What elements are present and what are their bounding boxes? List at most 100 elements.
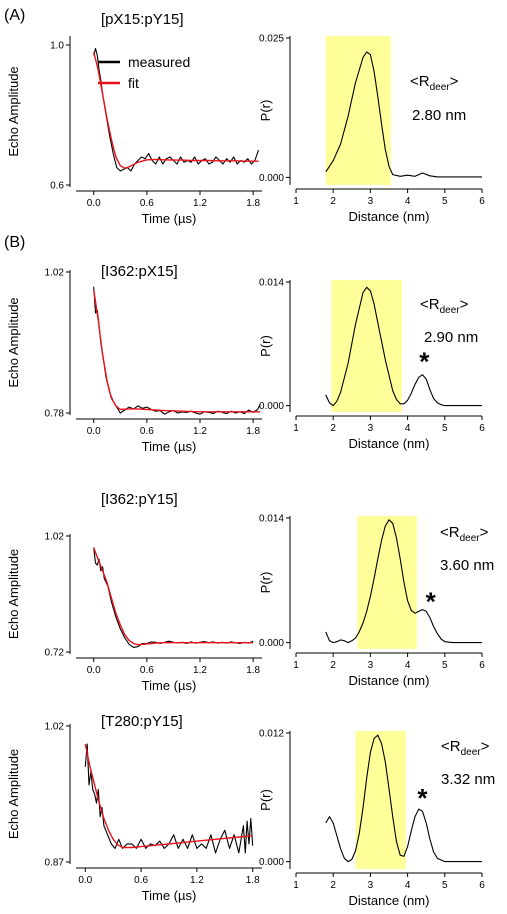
y-axis-title: P(r) — [258, 100, 273, 122]
x-tick-label: 1.8 — [246, 198, 260, 209]
y-axis-title: Echo Amplitude — [6, 66, 21, 156]
x-tick-label: 1.2 — [193, 665, 207, 676]
rdeer-annotation: <Rdeer> — [440, 524, 489, 544]
panel-label-a: (A) — [4, 7, 25, 24]
distance-distribution-line — [325, 519, 482, 644]
x-axis-title: Time (µs) — [142, 678, 197, 693]
x-axis-title: Time (µs) — [142, 888, 197, 903]
y-axis-title: P(r) — [258, 335, 273, 357]
x-tick-label: 0.6 — [140, 198, 154, 209]
y-axis-title: P(r) — [258, 789, 273, 811]
x-tick-label: 4 — [405, 423, 411, 434]
fit-line — [93, 51, 259, 169]
chart-dist-b3: 1 2 3 4 5 6 0.000 0.012 Distance (nm) P(r) <Rdeer>… — [258, 729, 495, 909]
x-tick-label: 4 — [405, 880, 411, 891]
fit-line — [93, 289, 261, 413]
rdeer-annotation: <Rdeer> — [410, 73, 459, 93]
y-tick-label: 1.0 — [50, 41, 64, 52]
fit-line — [93, 547, 254, 646]
y-tick-label: 0.6 — [50, 181, 64, 192]
x-tick-label: 1.8 — [246, 875, 260, 886]
x-axis-title: Distance (nm) — [349, 893, 430, 908]
rdeer-value: 3.32 nm — [441, 771, 495, 788]
chart-dist-b1: 1 2 3 4 5 6 0.000 0.014 Distance (nm) P(r) <Rdeer>… — [258, 278, 485, 452]
y-tick-label: 0.000 — [259, 173, 284, 184]
star-marker: * — [419, 347, 430, 377]
distance-distribution-line — [325, 734, 482, 863]
x-tick-label: 3 — [368, 423, 374, 434]
x-tick-label: 3 — [368, 880, 374, 891]
measured-line — [93, 547, 254, 648]
x-tick-label: 5 — [442, 660, 448, 671]
y-tick-label: 1.02 — [45, 722, 65, 733]
x-tick-label: 0.6 — [140, 665, 154, 676]
x-axis-title: Time (µs) — [142, 211, 197, 226]
y-tick-label: 0.78 — [45, 409, 65, 420]
legend-label-fit: fit — [128, 75, 139, 91]
y-tick-label: 0.025 — [259, 34, 284, 45]
x-axis-title: Distance (nm) — [349, 209, 430, 224]
x-tick-label: 5 — [442, 880, 448, 891]
x-tick-label: 5 — [442, 423, 448, 434]
x-tick-label: 2 — [330, 880, 336, 891]
distance-distribution-line — [325, 286, 482, 407]
chart-dist-b2: 1 2 3 4 5 6 0.000 0.014 Distance (nm) P(r) <Rdeer>… — [258, 514, 494, 689]
x-tick-label: 1.2 — [190, 875, 204, 886]
x-tick-label: 0.0 — [87, 198, 101, 209]
distance-distribution-line — [325, 51, 482, 178]
y-tick-label: 0.72 — [45, 648, 65, 659]
y-axis-title: P(r) — [258, 572, 273, 594]
highlight-range — [325, 36, 391, 185]
x-tick-label: 2 — [330, 423, 336, 434]
x-tick-label: 6 — [479, 660, 485, 671]
plot-title: [T280:pY15] — [101, 713, 183, 730]
x-tick-label: 4 — [405, 660, 411, 671]
x-tick-label: 1.2 — [193, 426, 207, 437]
x-tick-label: 1 — [293, 196, 299, 207]
x-tick-label: 2 — [330, 660, 336, 671]
panel-label-b: (B) — [4, 234, 25, 251]
y-tick-label: 0.000 — [259, 638, 284, 649]
y-axis-title: Echo Amplitude — [6, 297, 21, 387]
x-tick-label: 1.8 — [246, 665, 260, 676]
x-tick-label: 1 — [293, 423, 299, 434]
rdeer-annotation: <Rdeer> — [441, 738, 490, 758]
charts-group: 0.0 0.6 1.2 1.8 0.6 1.0 Time (µs) Echo Amplitud… — [6, 11, 495, 908]
x-axis-title: Distance (nm) — [349, 673, 430, 688]
x-tick-label: 0.0 — [87, 665, 101, 676]
y-tick-label: 1.02 — [45, 268, 65, 279]
y-tick-label: 0.000 — [259, 857, 284, 868]
plot-title: [I362:pX15] — [101, 263, 178, 280]
plot-title: [I362:pY15] — [101, 491, 178, 508]
x-tick-label: 0.0 — [87, 426, 101, 437]
legend-label-measured: measured — [128, 54, 190, 70]
x-tick-label: 5 — [442, 196, 448, 207]
measured-line — [84, 743, 254, 854]
plot-title: [pX15:pY15] — [101, 11, 184, 28]
chart-echo-b2: 0.0 0.6 1.2 1.8 0.72 1.02 Time (µs) Echo Amplit… — [6, 491, 262, 693]
highlight-range — [331, 280, 403, 412]
y-tick-label: 0.87 — [45, 858, 65, 869]
y-tick-label: 1.02 — [45, 532, 65, 543]
measured-line — [93, 286, 261, 415]
y-tick-label: 0.000 — [259, 401, 284, 412]
measured-line — [93, 47, 260, 172]
y-tick-label: 0.014 — [259, 278, 284, 289]
x-tick-label: 0.0 — [78, 875, 92, 886]
y-tick-label: 0.014 — [259, 514, 284, 525]
chart-dist-a: 1 2 3 4 5 6 0.000 0.025 Distance (nm) P(r) <Rdeer>… — [258, 34, 485, 225]
rdeer-annotation: <Rdeer> — [420, 296, 469, 316]
x-tick-label: 2 — [330, 196, 336, 207]
chart-echo-b1: 0.0 0.6 1.2 1.8 0.78 1.02 Time (µs) Echo Amplit… — [6, 263, 262, 454]
x-tick-label: 6 — [479, 880, 485, 891]
chart-echo-a: 0.0 0.6 1.2 1.8 0.6 1.0 Time (µs) Echo Amplitud… — [6, 11, 262, 226]
star-marker: * — [417, 783, 428, 813]
star-marker: * — [426, 587, 437, 617]
rdeer-value: 2.90 nm — [424, 329, 478, 346]
x-tick-label: 0.6 — [134, 875, 148, 886]
x-tick-label: 1.2 — [193, 198, 207, 209]
x-tick-label: 1 — [293, 880, 299, 891]
chart-echo-b3: 0.0 0.6 1.2 1.8 0.87 1.02 Time (µs) Echo Amplit… — [6, 713, 262, 903]
y-tick-label: 0.012 — [259, 729, 284, 740]
